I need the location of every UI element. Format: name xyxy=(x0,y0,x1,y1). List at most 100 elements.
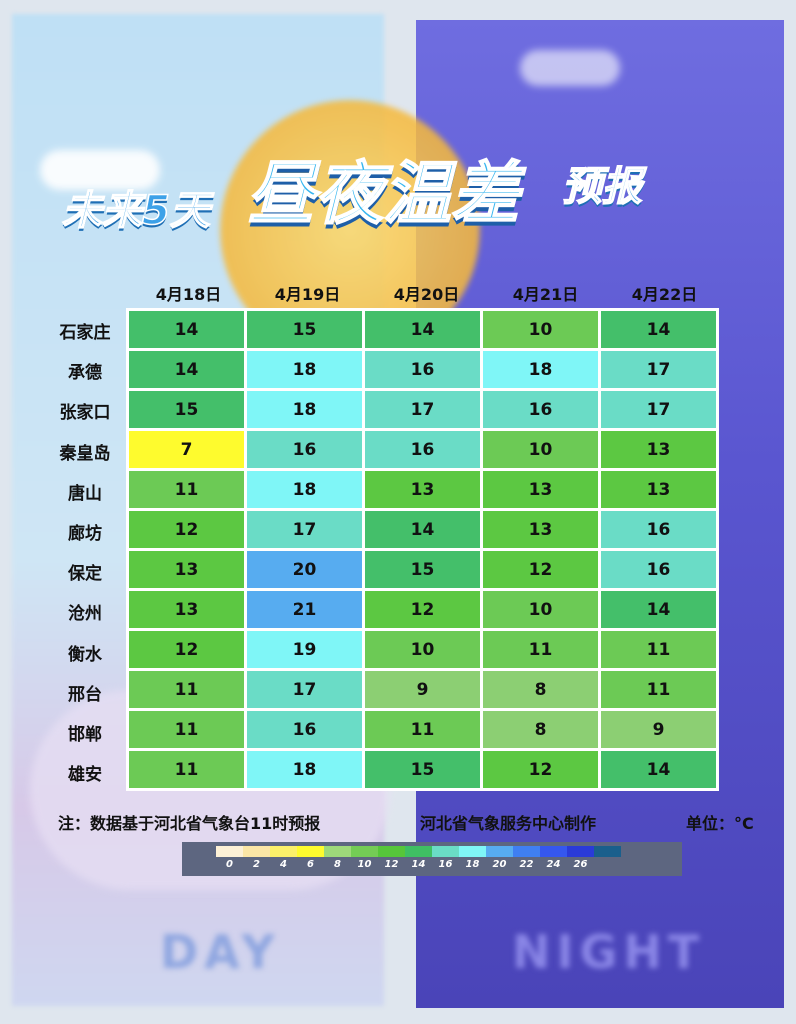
heatmap-cell: 15 xyxy=(365,751,480,788)
heatmap-cell: 10 xyxy=(483,591,598,628)
heatmap-cell: 10 xyxy=(365,631,480,668)
city-row-header: 秦皇岛 xyxy=(59,443,111,464)
cloud-illustration xyxy=(40,150,160,190)
city-row-header: 石家庄 xyxy=(59,323,111,343)
title-main: 昼夜温差 xyxy=(246,154,520,235)
legend-tick-label: 20 xyxy=(492,859,507,870)
heatmap-cell: 16 xyxy=(247,431,362,468)
table-row: 11 18 13 13 13 xyxy=(129,471,716,508)
city-row-header: 衡水 xyxy=(68,644,102,665)
heatmap-cell: 17 xyxy=(247,671,362,708)
heatmap-cell: 12 xyxy=(365,591,480,628)
night-word: NIGHT xyxy=(512,925,706,979)
heatmap-cell: 18 xyxy=(483,351,598,388)
legend-swatch xyxy=(297,846,324,857)
heatmap-cell: 18 xyxy=(247,471,362,508)
heatmap-cell: 18 xyxy=(247,351,362,388)
title-suffix: 预报 xyxy=(561,163,643,211)
legend-tick-label: 26 xyxy=(573,859,588,870)
table-row: 12 19 10 11 11 xyxy=(129,631,716,668)
legend-swatch xyxy=(594,846,621,857)
heatmap-cell: 9 xyxy=(601,711,716,748)
legend-tick-label: 8 xyxy=(334,859,341,870)
table-row: 12 17 14 13 16 xyxy=(129,511,716,548)
heatmap-cell: 11 xyxy=(129,671,244,708)
legend-swatch xyxy=(324,846,351,857)
legend-swatch xyxy=(270,846,297,857)
legend-tick-label: 2 xyxy=(253,859,260,870)
heatmap-cell: 20 xyxy=(247,551,362,588)
heatmap-cell: 17 xyxy=(601,351,716,388)
legend-swatch xyxy=(567,846,594,857)
heatmap-cell: 11 xyxy=(129,471,244,508)
legend-swatch xyxy=(540,846,567,857)
legend-tick-label: 0 xyxy=(226,859,233,870)
heatmap-cell: 11 xyxy=(365,711,480,748)
cloud-illustration xyxy=(520,50,620,86)
legend-swatch xyxy=(486,846,513,857)
heatmap-cell: 17 xyxy=(365,391,480,428)
heatmap-cell: 13 xyxy=(601,431,716,468)
heatmap-cell: 19 xyxy=(247,631,362,668)
legend-tick-label: 24 xyxy=(546,859,561,870)
table-row: 14 18 16 18 17 xyxy=(129,351,716,388)
heatmap-cell: 16 xyxy=(365,431,480,468)
temperature-difference-heatmap: 14 15 14 10 14 14 18 16 18 17 15 18 17 16 17 7 16 16 10 13 1… xyxy=(126,308,719,791)
legend-tick-label: 12 xyxy=(384,859,399,870)
legend-swatch xyxy=(378,846,405,857)
legend-swatch xyxy=(459,846,486,857)
heatmap-cell: 14 xyxy=(365,311,480,348)
legend-swatch xyxy=(405,846,432,857)
heatmap-cell: 18 xyxy=(247,751,362,788)
heatmap-cell: 15 xyxy=(365,551,480,588)
producer-credit: 河北省气象服务中心制作 xyxy=(420,814,597,833)
heatmap-cell: 13 xyxy=(483,471,598,508)
legend-swatches xyxy=(216,846,621,857)
city-row-header: 唐山 xyxy=(68,483,102,504)
legend-swatch xyxy=(216,846,243,857)
heatmap-cell: 13 xyxy=(601,471,716,508)
heatmap-cell: 8 xyxy=(483,711,598,748)
table-row: 13 20 15 12 16 xyxy=(129,551,716,588)
heatmap-cell: 15 xyxy=(129,391,244,428)
heatmap-cell: 13 xyxy=(129,551,244,588)
legend-tick-label: 16 xyxy=(438,859,453,870)
heatmap-cell: 11 xyxy=(483,631,598,668)
heatmap-cell: 12 xyxy=(129,511,244,548)
title-prefix: 未来5天 xyxy=(61,187,210,235)
city-row-header: 承德 xyxy=(68,363,102,384)
legend-tick-label: 14 xyxy=(411,859,426,870)
heatmap-cell: 13 xyxy=(483,511,598,548)
legend-swatch xyxy=(513,846,540,857)
date-column-header: 4月19日 xyxy=(274,285,341,304)
heatmap-cell: 21 xyxy=(247,591,362,628)
heatmap-cell: 16 xyxy=(365,351,480,388)
heatmap-cell: 14 xyxy=(601,311,716,348)
heatmap-cell: 14 xyxy=(365,511,480,548)
heatmap-cell: 7 xyxy=(129,431,244,468)
heatmap-cell: 17 xyxy=(247,511,362,548)
table-row: 14 15 14 10 14 xyxy=(129,311,716,348)
heatmap-cell: 14 xyxy=(129,351,244,388)
legend-tick-labels: 0 2 4 6 8 10 12 14 16 18 20 22 24 26 xyxy=(216,859,594,870)
heatmap-cell: 14 xyxy=(601,751,716,788)
date-column-header: 4月20日 xyxy=(393,285,460,304)
legend-tick-label: 6 xyxy=(307,859,314,870)
table-row: 13 21 12 10 14 xyxy=(129,591,716,628)
table-row: 7 16 16 10 13 xyxy=(129,431,716,468)
heatmap-cell: 14 xyxy=(601,591,716,628)
city-row-header: 沧州 xyxy=(68,604,102,625)
table-row: 11 18 15 12 14 xyxy=(129,751,716,788)
legend-swatch xyxy=(351,846,378,857)
heatmap-cell: 16 xyxy=(601,551,716,588)
table-row: 15 18 17 16 17 xyxy=(129,391,716,428)
city-row-header: 邯郸 xyxy=(68,725,102,745)
legend-tick-label: 4 xyxy=(280,859,287,870)
unit-label: 单位：°C xyxy=(686,814,754,833)
city-row-header: 张家口 xyxy=(59,403,111,424)
heatmap-cell: 9 xyxy=(365,671,480,708)
heatmap-cell: 13 xyxy=(129,591,244,628)
legend-tick-label: 18 xyxy=(465,859,480,870)
legend-tick-label: 22 xyxy=(519,859,534,870)
heatmap-cell: 11 xyxy=(129,711,244,748)
